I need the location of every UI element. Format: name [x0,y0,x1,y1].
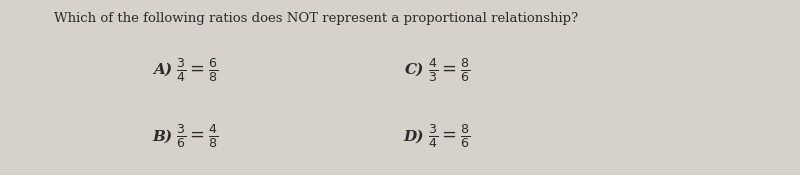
Text: $\frac{4}{3}=\frac{8}{6}$: $\frac{4}{3}=\frac{8}{6}$ [428,56,470,84]
Text: $\frac{3}{4}=\frac{8}{6}$: $\frac{3}{4}=\frac{8}{6}$ [428,122,470,150]
Text: Which of the following ratios does NOT represent a proportional relationship?: Which of the following ratios does NOT r… [54,12,578,25]
Text: C): C) [405,63,424,77]
Text: $\frac{3}{6}=\frac{4}{8}$: $\frac{3}{6}=\frac{4}{8}$ [176,122,218,150]
Text: A): A) [153,63,172,77]
Text: $\frac{3}{4}=\frac{6}{8}$: $\frac{3}{4}=\frac{6}{8}$ [176,56,218,84]
Text: B): B) [152,130,172,144]
Text: D): D) [403,130,424,144]
